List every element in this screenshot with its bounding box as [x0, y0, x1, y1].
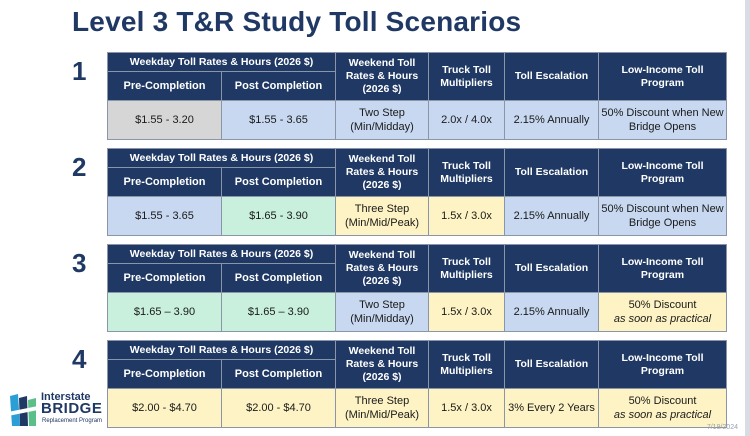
low-income-text: 50% Discount [628, 299, 697, 311]
cell-post: $1.65 – 3.90 [221, 292, 336, 332]
scenario-number-1: 1 [72, 56, 87, 86]
header-weekday: Weekday Toll Rates & Hours (2026 $) [107, 52, 336, 72]
cell-escalation: 2.15% Annually [504, 292, 599, 332]
header-weekend: Weekend Toll Rates & Hours (2026 $) [335, 148, 429, 197]
cell-weekend: Two Step (Min/Midday) [335, 100, 429, 140]
header-weekend: Weekend Toll Rates & Hours (2026 $) [335, 244, 429, 293]
scenario-table-2: Weekday Toll Rates & Hours (2026 $) Week… [107, 148, 727, 236]
logo-line-1: Interstate [41, 391, 91, 403]
header-low-income: Low-Income Toll Program [598, 148, 727, 197]
cell-low-income: 50% Discount when New Bridge Opens [598, 100, 727, 140]
cell-escalation: 2.15% Annually [504, 100, 599, 140]
header-truck: Truck Toll Multipliers [428, 244, 505, 293]
cell-escalation: 3% Every 2 Years [504, 388, 599, 428]
header-weekday: Weekday Toll Rates & Hours (2026 $) [107, 148, 336, 168]
logo-line-3: Replacement Program [42, 418, 103, 424]
cell-low-income: 50% Discount when New Bridge Opens [598, 196, 727, 236]
right-edge-bar [745, 0, 750, 436]
cell-weekend: Two Step (Min/Midday) [335, 292, 429, 332]
cell-low-income: 50% Discount as soon as practical [598, 388, 727, 428]
cell-pre: $1.65 – 3.90 [107, 292, 222, 332]
page-title: Level 3 T&R Study Toll Scenarios [72, 6, 522, 37]
cell-low-income: 50% Discount as soon as practical [598, 292, 727, 332]
header-low-income: Low-Income Toll Program [598, 244, 727, 293]
cell-weekend: Three Step (Min/Mid/Peak) [335, 196, 429, 236]
header-truck: Truck Toll Multipliers [428, 52, 505, 101]
ibr-logo: Interstate BRIDGE Replacement Program [6, 390, 106, 430]
scenario-table-1: Weekday Toll Rates & Hours (2026 $) Week… [107, 52, 727, 140]
cell-pre: $1.55 - 3.65 [107, 196, 222, 236]
header-post-completion: Post Completion [221, 263, 336, 293]
header-truck: Truck Toll Multipliers [428, 148, 505, 197]
scenario-number-3: 3 [72, 248, 87, 278]
header-pre-completion: Pre-Completion [107, 71, 222, 101]
cell-post: $1.55 - 3.65 [221, 100, 336, 140]
low-income-note: as soon as practical [613, 313, 712, 325]
header-weekday: Weekday Toll Rates & Hours (2026 $) [107, 340, 336, 360]
cell-escalation: 2.15% Annually [504, 196, 599, 236]
slide-date: 7/19/2024 [706, 424, 738, 431]
header-post-completion: Post Completion [221, 71, 336, 101]
cell-pre: $1.55 - 3.20 [107, 100, 222, 140]
low-income-text: 50% Discount when New Bridge Opens [601, 203, 724, 229]
header-weekend: Weekend Toll Rates & Hours (2026 $) [335, 52, 429, 101]
header-weekday: Weekday Toll Rates & Hours (2026 $) [107, 244, 336, 264]
cell-post: $2.00 - $4.70 [221, 388, 336, 428]
cell-truck: 1.5x / 3.0x [428, 388, 505, 428]
low-income-text: 50% Discount [628, 395, 697, 407]
cell-truck: 2.0x / 4.0x [428, 100, 505, 140]
scenario-number-2: 2 [72, 152, 87, 182]
header-post-completion: Post Completion [221, 167, 336, 197]
scenario-table-4: Weekday Toll Rates & Hours (2026 $) Week… [107, 340, 727, 428]
header-truck: Truck Toll Multipliers [428, 340, 505, 389]
header-pre-completion: Pre-Completion [107, 263, 222, 293]
cell-weekend: Three Step (Min/Mid/Peak) [335, 388, 429, 428]
scenario-table-3: Weekday Toll Rates & Hours (2026 $) Week… [107, 244, 727, 332]
cell-pre: $2.00 - $4.70 [107, 388, 222, 428]
header-escalation: Toll Escalation [504, 148, 599, 197]
header-low-income: Low-Income Toll Program [598, 340, 727, 389]
logo-line-2: BRIDGE [41, 400, 103, 417]
low-income-text: 50% Discount when New Bridge Opens [601, 107, 724, 133]
header-weekend: Weekend Toll Rates & Hours (2026 $) [335, 340, 429, 389]
header-pre-completion: Pre-Completion [107, 167, 222, 197]
header-low-income: Low-Income Toll Program [598, 52, 727, 101]
cell-truck: 1.5x / 3.0x [428, 196, 505, 236]
header-pre-completion: Pre-Completion [107, 359, 222, 389]
scenario-number-4: 4 [72, 344, 87, 374]
header-escalation: Toll Escalation [504, 244, 599, 293]
low-income-note: as soon as practical [613, 409, 712, 421]
cell-truck: 1.5x / 3.0x [428, 292, 505, 332]
cell-post: $1.65 - 3.90 [221, 196, 336, 236]
header-post-completion: Post Completion [221, 359, 336, 389]
header-escalation: Toll Escalation [504, 340, 599, 389]
bridge-logo-icon [8, 394, 38, 426]
header-escalation: Toll Escalation [504, 52, 599, 101]
